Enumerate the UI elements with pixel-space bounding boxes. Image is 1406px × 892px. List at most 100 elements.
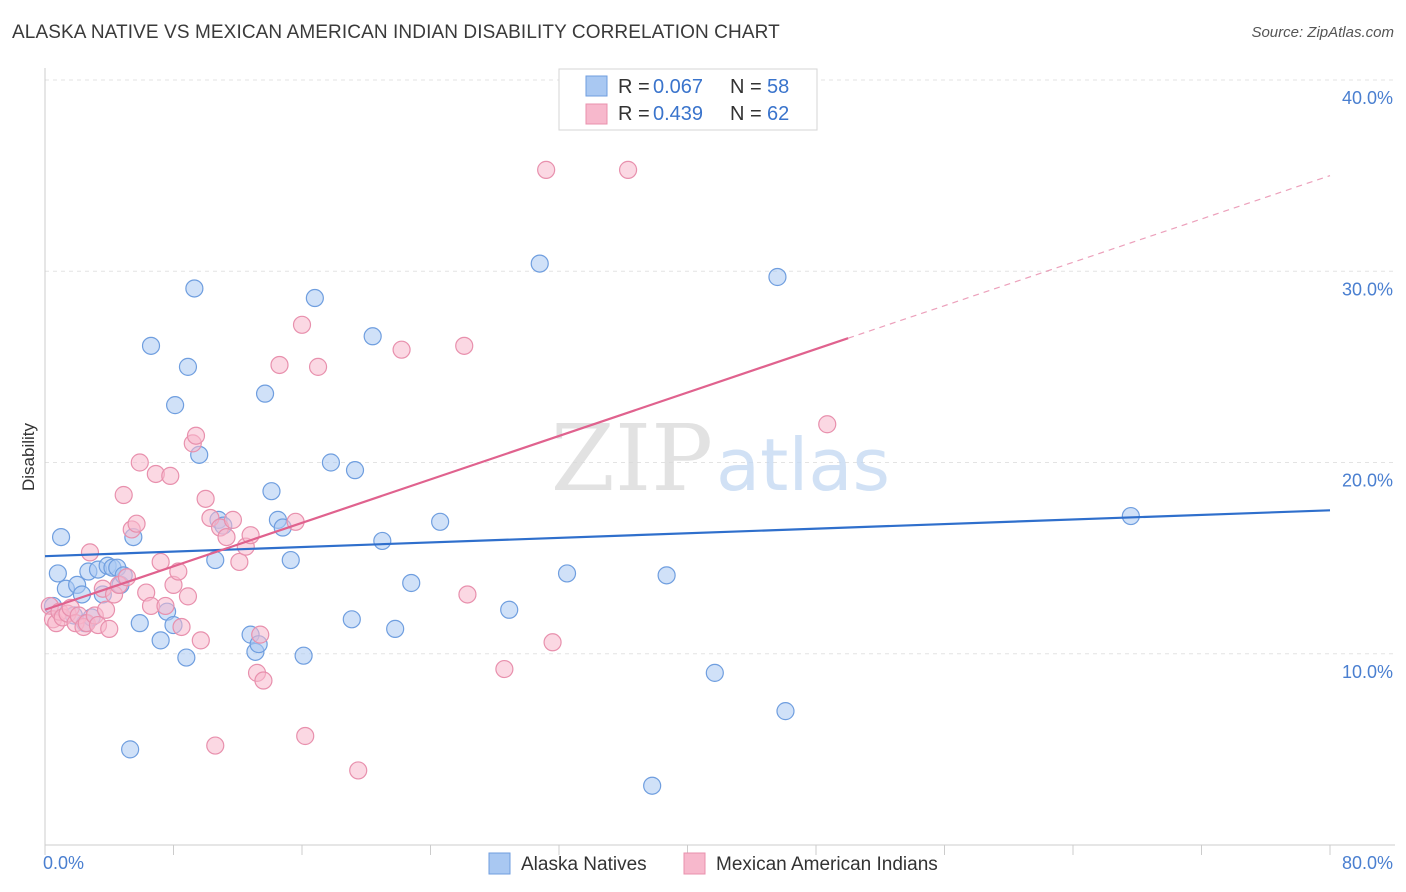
legend-n-value-alaska: 58 [767,76,789,98]
axes [44,68,1395,855]
grid-lines [45,79,1395,655]
point-mexican-51 [292,315,312,334]
point-alaska-44 [345,461,365,480]
legend-r-value-alaska: 0.067 [653,76,703,98]
y-tick-labels: 10.0% 20.0% 30.0% 40.0% [1342,88,1393,682]
point-mexican-62 [818,415,837,434]
point-alaska-27 [185,279,204,298]
x-tick-label-0: 0.0% [43,853,84,873]
point-alaska-36 [262,482,281,501]
point-mexican-23 [130,453,149,472]
point-alaska-56 [768,267,787,287]
point-mexican-54 [349,761,368,780]
point-alaska-25 [177,648,196,667]
y-tick-label-1: 20.0% [1342,471,1393,491]
point-mexican-19 [114,485,133,505]
trend-line-mexican [44,337,849,611]
point-alaska-39 [281,550,300,570]
point-alaska-57 [776,702,795,721]
point-mexican-59 [537,160,556,179]
bottom-legend-swatch-alaska [488,852,511,875]
point-alaska-55 [705,663,724,682]
point-mexican-33 [178,587,198,606]
watermark: ZIP atlas [551,405,890,512]
point-mexican-39 [206,736,225,755]
x-tick-label-1: 80.0% [1342,853,1393,873]
point-mexican-48 [254,671,273,690]
point-alaska-45 [363,327,382,346]
watermark-atlas: atlas [716,423,890,507]
point-alaska-17 [121,740,140,759]
point-alaska-26 [178,357,198,376]
top-legend: R = 0.067 N = 58 R = 0.439 N = 62 [558,68,818,131]
point-mexican-41 [217,527,236,547]
point-alaska-41 [305,288,324,308]
point-mexican-22 [127,514,146,533]
point-mexican-36 [191,631,210,650]
legend-swatch-alaska [585,75,608,97]
point-mexican-16 [100,619,119,638]
point-mexican-57 [458,585,477,604]
point-alaska-54 [657,566,676,585]
point-alaska-48 [402,573,421,593]
trend-line-mexican-extension [847,175,1331,339]
point-alaska-1 [48,564,67,583]
bottom-legend: Alaska Natives Mexican American Indians [488,852,938,875]
bottom-legend-swatch-mexican [683,852,706,875]
legend-n-label-mexican: N = [730,103,762,125]
point-mexican-56 [455,336,474,355]
point-alaska-50 [500,600,519,619]
point-alaska-52 [557,564,577,583]
y-axis-title: Disability [19,422,38,491]
point-mexican-32 [172,617,191,637]
point-mexican-28 [156,596,175,616]
trend-line-alaska [44,509,1331,558]
watermark-zip: ZIP [551,405,713,512]
point-mexican-49 [270,355,289,375]
point-alaska-49 [431,512,450,531]
point-alaska-24 [166,396,185,415]
x-tick-labels: 0.0% 80.0% [43,853,1393,873]
point-mexican-47 [251,625,270,644]
point-alaska-35 [255,384,275,403]
y-tick-label-3: 40.0% [1342,88,1393,108]
point-alaska-51 [530,254,549,273]
legend-swatch-mexican [585,103,608,125]
y-tick-label-0: 10.0% [1342,662,1393,682]
legend-r-label-mexican: R = [618,103,650,125]
point-alaska-2 [51,527,71,547]
point-alaska-40 [294,646,313,665]
point-alaska-20 [141,336,161,355]
source-credit: Source: ZipAtlas.com [1251,24,1394,41]
point-mexican-42 [223,510,243,529]
point-alaska-46 [373,531,392,551]
point-mexican-55 [392,340,411,359]
point-alaska-19 [130,614,149,633]
series-points [40,160,1140,795]
point-alaska-21 [151,631,170,650]
chart-title: ALASKA NATIVE VS MEXICAN AMERICAN INDIAN… [12,22,780,43]
trend-lines [44,175,1331,611]
legend-r-value-mexican: 0.439 [653,103,703,125]
point-mexican-35 [186,426,206,445]
point-alaska-47 [386,619,405,638]
legend-n-label-alaska: N = [730,76,762,98]
bottom-legend-label-alaska: Alaska Natives [521,854,647,875]
bottom-legend-label-mexican: Mexican American Indians [716,854,938,875]
point-mexican-52 [296,726,315,746]
point-mexican-53 [308,357,328,376]
point-mexican-37 [196,489,215,508]
point-alaska-58 [1121,506,1140,526]
legend-r-label-alaska: R = [618,76,650,98]
point-mexican-61 [618,160,638,179]
point-mexican-29 [161,466,180,485]
point-mexican-60 [543,633,562,652]
point-mexican-43 [230,552,249,572]
legend-n-value-mexican: 62 [767,103,789,125]
point-mexican-15 [96,600,116,619]
point-alaska-43 [342,610,361,629]
point-alaska-42 [321,453,341,472]
point-mexican-11 [80,543,100,562]
